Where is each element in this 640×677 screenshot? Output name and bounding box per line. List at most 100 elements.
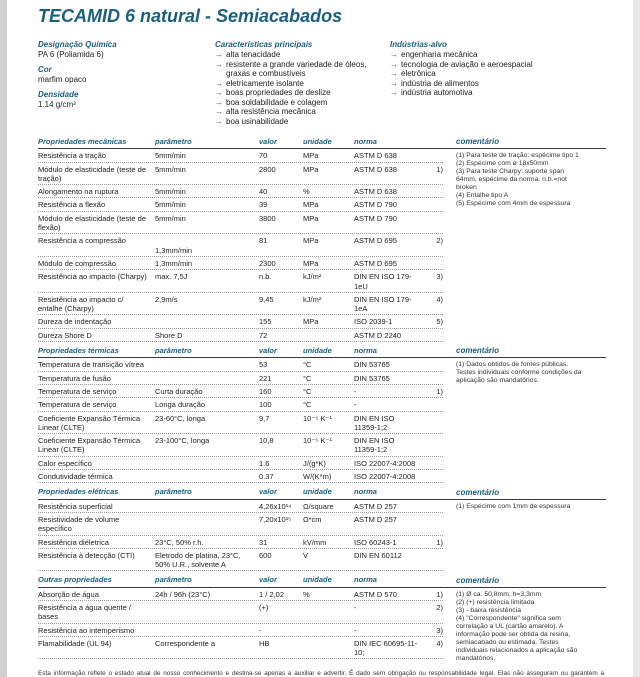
cell-note [425,151,443,160]
cell-norm: - [354,602,357,612]
column-header-param: parâmetro [155,487,192,497]
table-electrical-comment: (1) Espécime com 1mm de espessura [456,502,571,510]
cell-note: 2) [436,602,443,612]
cell-value: 2800 [259,164,276,174]
cell-property: Resistência superficial [38,501,113,511]
cell-note [425,515,443,534]
cell-value: n.b. [259,272,272,282]
table-row: Módulo de compressão 1,3mm/min 2300 MPa … [38,257,443,271]
cell-property: Flamabilidade (UL 94) [38,638,112,648]
cell-norm: ASTM D 695 [354,236,397,246]
column-header-unit: unidade [303,137,332,146]
cell-value: 31 [259,537,268,547]
arrow-icon: → [215,116,223,126]
table-row: Temperatura de transição vítrea 53 °C DI… [38,358,443,372]
column-header-norm: norma [354,346,377,356]
cell-unit: MPa [303,236,319,246]
cell-note [425,187,443,196]
cell-unit: MPa [303,164,319,174]
column-header-norm: norma [354,575,377,585]
arrow-icon: → [390,69,398,78]
cell-property: Dureza Shore D [38,330,92,340]
cell-property: Resistência a compressão [38,236,126,246]
cell-parameter: 23-60°C, longa [155,413,206,423]
cell-unit: 10⁻⁵ K⁻¹ [303,413,332,423]
feature-text: boa usinabilidade [226,116,289,126]
cell-parameter [155,374,259,383]
industries-label: Indústrias-alvo [390,40,447,49]
industry-item: → engenharia mecânica [390,50,605,60]
cell-note [425,374,443,383]
cell-property: Módulo de compressão [38,258,116,268]
features-label: Características principais [215,40,313,49]
cell-value: 1.6 [259,458,270,468]
cell-note [425,551,443,570]
industry-text: indústria automotiva [401,88,473,97]
table-electrical-rows: Resistência superficial 4,26x10¹⁴ Ω/squa… [38,500,443,572]
cell-property: Alongamento na ruptura [38,187,119,197]
cell-property: Coeficiente Expansão Térmica Linear (CLT… [38,413,140,432]
table-row: Resistividade de volume específico 7,20x… [38,513,443,536]
cell-value: 72 [259,330,268,340]
cell-value: 2300 [259,258,276,268]
cell-parameter: 5mm/min [155,151,186,161]
cell-note: 1) [436,386,443,396]
column-header-unit: unidade [303,487,332,497]
industry-text: eletrônica [401,69,436,78]
cell-value: 1 / 2,02 [259,589,285,599]
table-row: Resistência à detecção (CTI) Eletrodo de… [38,549,443,572]
table-row: Alongamento na ruptura 5mm/min 40 % ASTM… [38,185,443,199]
arrow-icon: → [215,107,223,116]
table-row: Resistência a compressão 1,3mm/min 81 MP… [38,234,443,257]
industry-text: engenharia mecânica [401,50,478,59]
chemical-designation-value: PA 6 (Poliamida 6) [38,50,104,59]
cell-value: (+) [259,602,269,612]
cell-note: 5) [436,317,443,327]
cell-value: - [259,625,262,635]
cell-norm: DIN 53765 [354,373,390,383]
cell-norm: ISO 60243-1 [354,537,397,547]
cell-unit: V [303,550,309,560]
cell-unit: °C [303,373,312,383]
cell-unit [303,603,354,622]
cell-note: 3) [436,625,443,635]
cell-norm: ISO 2039-1 [354,317,393,327]
industries-column: Indústrias-alvo → engenharia mecânica → te… [390,40,605,126]
industry-item: → indústria automotiva [390,88,605,98]
arrow-icon: → [215,78,223,88]
cell-norm: ASTM D 790 [354,213,397,223]
cell-parameter [155,502,259,511]
table-row: Dureza de indentação 155 MPa ISO 2039-1 … [38,315,443,329]
table-mechanical-comment: (1) Para teste de tração: espécime tipo … [456,152,579,208]
cell-note: 2) [436,236,443,246]
cell-note: 4) [436,638,443,648]
table-thermal-rows: Temperatura de transição vítrea 53 °C DI… [38,358,443,484]
cell-norm: DIN EN ISO 11359-1;2 [354,413,395,432]
cell-note: 3) [436,272,443,282]
cell-unit: J/(g*K) [303,458,326,468]
cell-parameter: 1,3mm/min [155,245,193,255]
arrow-icon: → [390,78,398,88]
cell-norm: ASTM D 695 [354,258,397,268]
feature-item: → alta resistência mecânica [215,107,390,117]
table-row: Módulo de elasticidade (teste de tração)… [38,163,443,186]
cell-property: Absorção de água [38,589,99,599]
column-header-value: valor [259,346,277,356]
table-other: Outras propriedades parâmetro valor unid… [38,575,606,662]
cell-note [425,360,443,369]
cell-norm: DIN EN ISO 179-1eU [354,272,412,291]
arrow-icon: → [390,50,398,59]
table-row: Resistência ao intemperismo - - 3) [38,624,443,637]
cell-unit: kV/mm [303,537,327,547]
feature-text: alta resistência mecânica [226,107,316,116]
color-label: Cor [38,65,52,74]
cell-value: 40 [259,187,268,197]
cell-unit [303,626,354,635]
cell-unit: °C [303,400,312,410]
cell-property: Temperatura de transição vítrea [38,360,144,370]
cell-property: Resistência ao impacto (Charpy) [38,272,147,282]
features-column: Características principais → alta tenacid… [215,40,390,126]
table-row: Coeficiente Expansão Térmica Linear (CLT… [38,412,443,435]
column-header-comment: comentário [456,346,500,356]
